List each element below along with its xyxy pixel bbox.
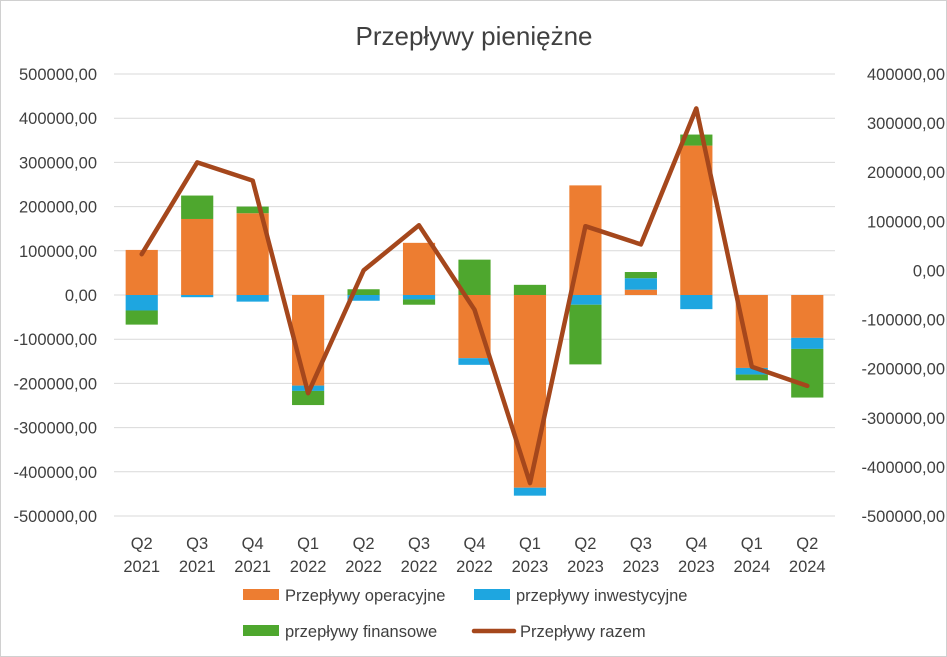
bar-segment (791, 337, 824, 349)
bar-segment (347, 289, 380, 295)
x-axis-tick-label: 2021 (179, 558, 216, 576)
bar-segment (181, 295, 214, 298)
bar-segment (236, 295, 269, 302)
bar-segment (458, 358, 491, 365)
bar-segment (624, 289, 657, 295)
bar-segment (569, 295, 602, 305)
legend-label: przepływy inwestycyjne (516, 587, 687, 605)
bar-segment (513, 284, 547, 295)
x-axis-tick-label: Q2 (574, 535, 596, 553)
x-axis-tick-label: 2023 (678, 558, 715, 576)
left-axis-tick-label: 100000,00 (19, 243, 97, 261)
bar-segment (513, 487, 547, 496)
right-axis-tick-label: 400000,00 (867, 66, 945, 84)
right-axis-tick-label: -200000,00 (862, 361, 946, 379)
right-axis-tick-label: -500000,00 (862, 508, 946, 526)
x-axis-tick-label: Q4 (463, 535, 485, 553)
bar-segment (791, 348, 824, 398)
x-axis-tick-label: Q2 (131, 535, 153, 553)
legend-swatch (243, 589, 279, 600)
x-axis-tick-label: Q2 (796, 535, 818, 553)
right-axis-tick-label: -400000,00 (862, 459, 946, 477)
bar-segment (791, 295, 824, 338)
bar-segment (292, 390, 325, 406)
legend-swatch (243, 625, 279, 636)
bar-segment (680, 134, 713, 146)
x-axis-tick-label: Q4 (685, 535, 707, 553)
bar-segment (735, 374, 768, 381)
x-axis-tick-label: 2022 (456, 558, 493, 576)
x-axis-tick-label: Q1 (519, 535, 541, 553)
bar-segment (624, 272, 657, 279)
bar-segment (125, 295, 158, 311)
x-axis-tick-label: Q3 (408, 535, 430, 553)
legend-label: Przepływy operacyjne (285, 587, 446, 605)
bar-segment (680, 295, 713, 310)
x-axis-tick-label: 2022 (345, 558, 382, 576)
left-axis-tick-label: -100000,00 (14, 331, 98, 349)
bar-segment (402, 299, 436, 305)
left-axis-tick-label: -300000,00 (14, 420, 98, 438)
bar-segment (125, 310, 158, 325)
right-axis-tick-label: 200000,00 (867, 164, 945, 182)
bar-segment (125, 249, 158, 295)
bar-segment (402, 295, 436, 300)
left-axis-tick-label: 400000,00 (19, 110, 97, 128)
legend-swatch (474, 589, 510, 600)
left-axis-tick-label: -200000,00 (14, 375, 98, 393)
left-axis-tick-label: -500000,00 (14, 508, 98, 526)
x-axis-tick-label: 2022 (290, 558, 327, 576)
bar-segment (402, 242, 436, 295)
right-axis-tick-label: 300000,00 (867, 115, 945, 133)
left-axis-tick-label: 300000,00 (19, 154, 97, 172)
right-axis-tick-label: -100000,00 (862, 312, 946, 330)
x-axis-tick-label: 2022 (401, 558, 438, 576)
bar-segment (735, 367, 768, 375)
x-axis-tick-label: 2024 (789, 558, 826, 576)
bar-segment (236, 206, 269, 214)
bar-segment (181, 195, 214, 219)
left-axis-tick-label: 200000,00 (19, 199, 97, 217)
right-axis-tick-label: -300000,00 (862, 410, 946, 428)
bar-segment (181, 218, 214, 295)
right-axis-tick-label: 0,00 (913, 262, 945, 280)
chart-title: Przepływy pieniężne (355, 21, 592, 51)
right-axis-tick-label: 100000,00 (867, 213, 945, 231)
x-axis-tick-label: Q1 (297, 535, 319, 553)
x-axis-tick-label: Q3 (186, 535, 208, 553)
left-axis-tick-label: -400000,00 (14, 464, 98, 482)
bar-segment (680, 145, 713, 295)
x-axis-tick-label: Q4 (242, 535, 264, 553)
x-axis-tick-label: 2021 (234, 558, 271, 576)
x-axis-tick-label: Q2 (353, 535, 375, 553)
bar-segment (458, 259, 491, 295)
x-axis-tick-label: 2023 (623, 558, 660, 576)
bar-segment (569, 304, 602, 365)
x-axis-tick-label: 2024 (733, 558, 770, 576)
legend-label: przepływy finansowe (285, 623, 437, 641)
x-axis-tick-label: Q1 (741, 535, 763, 553)
left-axis-tick-label: 0,00 (65, 287, 97, 305)
x-axis-tick-label: Q3 (630, 535, 652, 553)
bar-segment (624, 278, 657, 290)
x-axis-tick-label: 2023 (567, 558, 604, 576)
series-line-total (139, 106, 810, 486)
x-axis-tick-label: 2023 (512, 558, 549, 576)
x-axis-tick-label: 2021 (123, 558, 160, 576)
bar-segment (513, 295, 547, 488)
legend-label: Przepływy razem (520, 623, 646, 641)
left-axis-tick-label: 500000,00 (19, 66, 97, 84)
bar-segment (347, 295, 380, 301)
